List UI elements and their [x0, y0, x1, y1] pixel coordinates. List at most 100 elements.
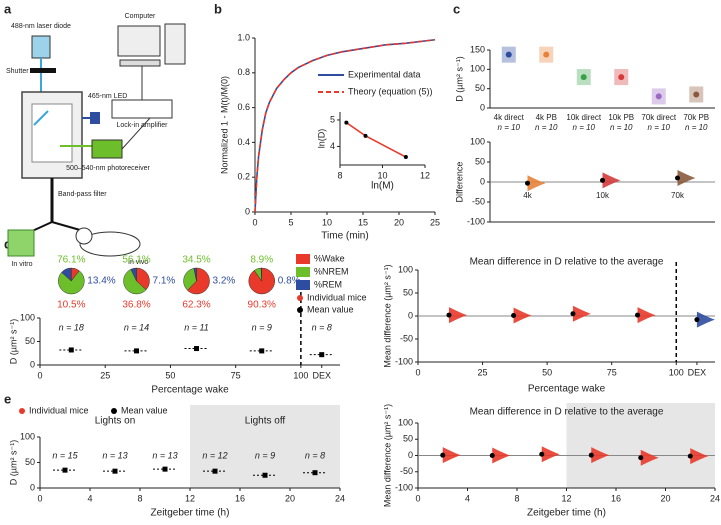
category-label: 4k: [523, 191, 532, 200]
y-tick-label: 0: [408, 450, 413, 460]
computer-tower: [164, 23, 186, 65]
difference-distribution: [492, 447, 511, 464]
y-axis-label: Mean difference (µm² s⁻¹): [382, 264, 392, 367]
category-label: 10k: [596, 191, 610, 200]
difference-distribution: [602, 172, 621, 189]
x-tick-label: 4: [87, 493, 92, 503]
shaded-region: [566, 403, 715, 488]
mean-point: [259, 348, 265, 354]
x-tick-label: 25: [430, 217, 440, 227]
n-label: n = 13: [102, 450, 127, 460]
difference-mean: [525, 180, 530, 186]
mean-point: [505, 51, 512, 58]
y-tick-label: 0.4: [237, 137, 250, 147]
category-label: 70k direct: [641, 113, 676, 122]
mean-point: [162, 466, 168, 472]
y-tick-label: 50: [475, 83, 485, 93]
mirror: [33, 110, 49, 126]
mean-point: [62, 467, 68, 473]
difference-distribution: [541, 446, 560, 463]
n-label: n = 10: [573, 123, 596, 132]
x-axis-label: Percentage wake: [151, 385, 229, 396]
y-tick-label: 0: [408, 310, 413, 320]
n-label: n = 10: [648, 123, 671, 132]
panel-letter: a: [4, 1, 12, 16]
data-point: [344, 120, 349, 125]
cable: [121, 117, 151, 150]
difference-mean: [687, 453, 693, 459]
n-label: n = 10: [498, 123, 521, 132]
y-axis-label: D (µm² s⁻¹): [8, 440, 18, 485]
y-axis-label: Mean difference (µm² s⁻¹): [382, 404, 392, 507]
x-tick-label: 0: [415, 493, 420, 503]
pie-wedge: [136, 267, 150, 291]
difference-mean: [694, 317, 700, 323]
x-tick-label: 4: [465, 493, 470, 503]
region-label: Lights off: [245, 416, 286, 427]
x-tick-label: 50: [165, 370, 175, 380]
pie-label: 62.3%: [182, 300, 210, 311]
x-tick-label: 75: [607, 367, 617, 377]
y-tick-label: -100: [395, 482, 413, 492]
x-tick-label: 100: [669, 367, 684, 377]
category-label: 4k PB: [536, 113, 557, 122]
x-axis-label: Zeitgeber time (h): [151, 508, 230, 519]
keyboard: [119, 59, 161, 67]
x-tick-label: 50: [542, 367, 552, 377]
x-axis-label: ln(M): [371, 181, 394, 192]
y-tick-label: 1.0: [237, 32, 250, 42]
y-tick-label: 100: [398, 264, 413, 274]
legend-swatch: [111, 408, 117, 414]
mean-point: [543, 51, 550, 58]
category-label: 70k PB: [683, 113, 709, 122]
mean-point: [618, 74, 625, 81]
diagram-label: 488-nm laser diode: [11, 23, 71, 30]
difference-mean: [600, 177, 605, 183]
category-label: 70k: [671, 191, 685, 200]
photoreceiver: [91, 139, 123, 159]
y-tick-label: 50: [25, 336, 35, 346]
y-tick-label: 50: [403, 434, 413, 444]
y-tick-label: 100: [470, 64, 485, 74]
x-tick-label: 12: [561, 493, 571, 503]
x-axis-label: Percentage wake: [528, 384, 606, 395]
diagram-label: In vitro: [11, 261, 32, 268]
y-tick-label: 100: [398, 417, 413, 427]
legend-label: Mean value: [121, 405, 168, 415]
x-tick-label: 20: [285, 493, 295, 503]
pie-wedge: [187, 267, 210, 295]
pie-label: 36.8%: [122, 300, 150, 311]
y-tick-label: 0: [30, 359, 35, 369]
n-label: n = 14: [124, 322, 149, 332]
legend-label: %REM: [314, 279, 342, 289]
n-label: n = 9: [255, 450, 275, 460]
y-tick-label: 0.8: [237, 67, 250, 77]
mean-point: [319, 352, 325, 358]
difference-distribution: [442, 447, 461, 464]
pie-label: 56.1%: [122, 255, 150, 266]
y-tick-label: 4: [330, 141, 335, 151]
pie-label: 10.5%: [57, 300, 85, 311]
legend-label: Experimental data: [348, 69, 421, 79]
x-tick-label: 10: [322, 217, 332, 227]
difference-mean: [539, 451, 545, 457]
x-tick-label: 20: [394, 217, 404, 227]
difference-distribution: [696, 311, 715, 328]
x-tick-label: 8: [514, 493, 519, 503]
diagram-label: Lock-in amplifier: [117, 122, 169, 129]
legend-swatch: [297, 307, 303, 313]
mean-point: [693, 91, 700, 98]
pie-label: 76.1%: [57, 255, 85, 266]
fiber: [51, 221, 81, 231]
y-tick-label: 50: [25, 457, 35, 467]
difference-mean: [675, 175, 680, 181]
legend-swatch: [297, 295, 303, 301]
shutter: [30, 68, 56, 73]
n-label: n = 15: [52, 450, 78, 460]
difference-distribution: [637, 307, 656, 324]
difference-mean: [570, 311, 576, 317]
n-label: n = 10: [610, 123, 633, 132]
x-tick-label: 24: [710, 493, 720, 503]
mouse-head: [75, 227, 93, 245]
x-tick-label: 16: [235, 493, 245, 503]
